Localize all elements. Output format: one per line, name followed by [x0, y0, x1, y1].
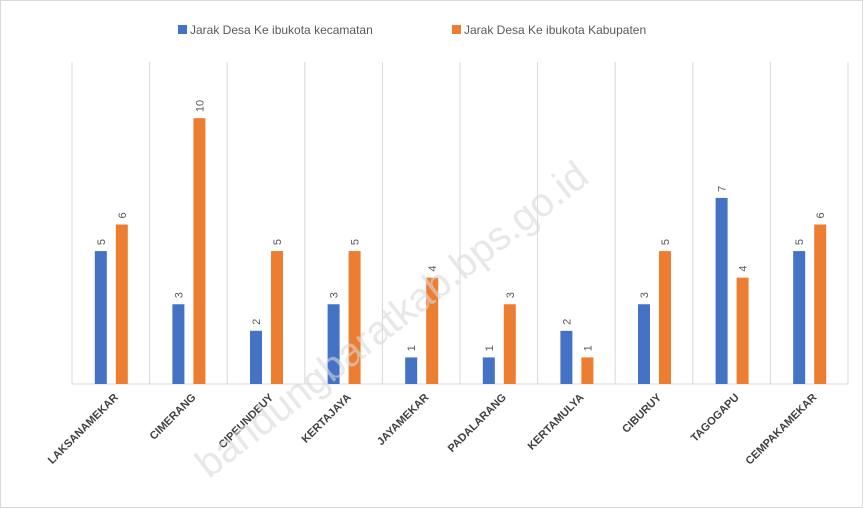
data-label: 1 — [582, 345, 594, 351]
data-label: 2 — [561, 319, 573, 325]
bar — [659, 251, 671, 384]
bar — [271, 251, 283, 384]
data-label: 5 — [272, 239, 284, 245]
bar — [115, 224, 128, 384]
bar — [793, 251, 806, 384]
bar — [94, 251, 107, 384]
data-label: 4 — [427, 266, 439, 272]
data-label: 3 — [505, 292, 517, 298]
legend-label: Jarak Desa Ke ibukota Kabupaten — [464, 23, 646, 37]
data-label: 3 — [329, 292, 341, 298]
bar — [581, 357, 594, 384]
legend-swatch — [452, 25, 461, 34]
bar — [250, 330, 262, 384]
bar — [736, 277, 749, 384]
data-label: 6 — [117, 212, 129, 218]
data-label: 4 — [738, 266, 750, 272]
data-label: 7 — [717, 186, 729, 192]
bar — [638, 304, 650, 384]
bar — [814, 224, 827, 384]
data-label: 6 — [815, 212, 827, 218]
bar — [503, 304, 516, 384]
bar — [348, 251, 361, 384]
data-label: 5 — [96, 239, 108, 245]
legend-label: Jarak Desa Ke ibukota kecamatan — [190, 23, 373, 37]
data-label: 2 — [251, 319, 263, 325]
data-label: 10 — [194, 100, 206, 112]
bar — [405, 357, 418, 384]
data-label: 1 — [484, 345, 496, 351]
data-label: 3 — [639, 292, 651, 298]
bar — [560, 330, 573, 384]
bar — [426, 277, 439, 384]
data-label: 1 — [406, 345, 418, 351]
bar — [327, 304, 340, 384]
bar — [482, 357, 495, 384]
bar — [715, 197, 728, 384]
bar — [193, 118, 206, 385]
data-label: 5 — [794, 239, 806, 245]
data-label: 5 — [660, 239, 672, 245]
bar — [172, 304, 185, 384]
legend-swatch — [178, 25, 187, 34]
data-label: 5 — [350, 239, 362, 245]
data-label: 3 — [173, 292, 185, 298]
